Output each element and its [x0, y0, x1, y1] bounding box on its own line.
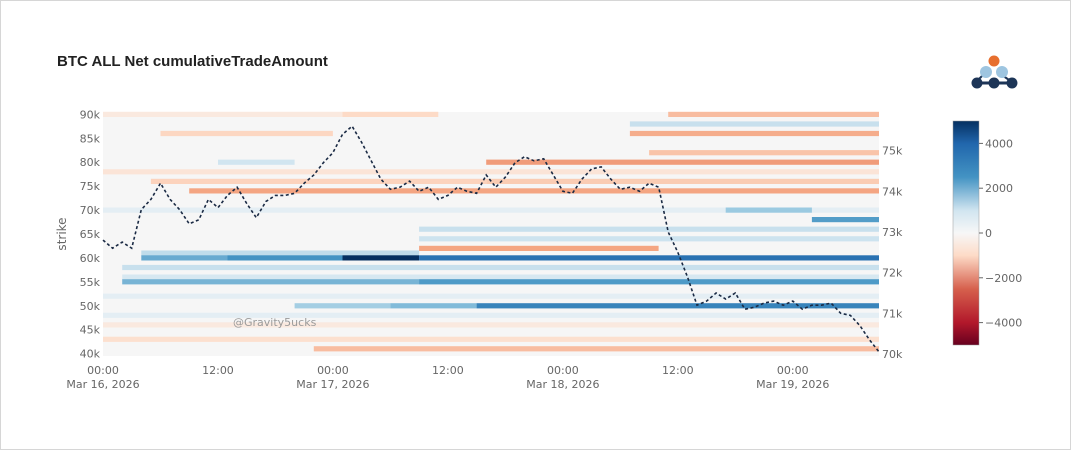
heatmap-cell [227, 255, 343, 261]
heatmap-cell [103, 207, 879, 213]
x-tick-label: 12:00 [202, 364, 234, 377]
x-tick-date-label: Mar 19, 2026 [756, 378, 829, 391]
colorbar-tick-label: −4000 [985, 317, 1022, 330]
y-tick-label: 55k [80, 276, 101, 289]
x-tick-label: 00:00 [87, 364, 119, 377]
x-tick-label: 12:00 [662, 364, 694, 377]
heatmap-cell [218, 159, 295, 165]
y-axis: 40k 45k 50k 55k 60k 65k 70k 75k 80k 85k 90k [80, 108, 101, 360]
colorbar-tick-label: −2000 [985, 272, 1022, 285]
y-tick-label: 70k [80, 204, 101, 217]
y-tick-label: 40k [80, 348, 101, 361]
y-tick-label: 75k [80, 180, 101, 193]
x-tick-date-label: Mar 16, 2026 [66, 378, 139, 391]
x-tick-date-label: Mar 17, 2026 [296, 378, 369, 391]
y2-tick-label: 70k [882, 348, 903, 361]
x-tick-label: 00:00 [777, 364, 809, 377]
price-line [102, 124, 880, 353]
heatmap-cell [649, 150, 879, 156]
heatmap-cell [313, 346, 879, 352]
colorbar-tick-label: 2000 [985, 182, 1013, 195]
y-tick-label: 45k [80, 324, 101, 337]
brand-logo [971, 55, 1018, 89]
heatmap-cell [629, 130, 879, 137]
heatmap-cell [419, 245, 659, 251]
watermark-text: @Gravity5ucks [233, 316, 317, 329]
heatmap-cell [103, 336, 879, 342]
heatmap-cell [725, 207, 812, 213]
colorbar-tick-label: 0 [985, 227, 992, 240]
y2-tick-label: 75k [882, 145, 903, 158]
heatmap-cell [160, 130, 333, 137]
heatmap-cell [419, 279, 879, 285]
plot-background [103, 112, 879, 356]
y2-tick-label: 74k [882, 185, 903, 198]
y2-tick-label: 73k [882, 226, 903, 239]
y2-tick-label: 71k [882, 307, 903, 320]
y-tick-label: 50k [80, 300, 101, 313]
y-tick-label: 60k [80, 252, 101, 265]
colorbar-ticks: 4000 2000 0 −2000 −4000 [979, 137, 1022, 330]
heatmap-cell [150, 178, 487, 184]
y-tick-label: 65k [80, 228, 101, 241]
heatmap-cell [103, 169, 879, 175]
heatmap-cell [141, 255, 228, 261]
y-tick-label: 85k [80, 132, 101, 145]
heatmap-cell [103, 312, 879, 318]
heatmap-cell [103, 322, 879, 328]
heatmap-cell [294, 303, 391, 309]
heatmap-cell [122, 264, 879, 271]
heatmap-cell [629, 121, 879, 127]
chart-title: BTC ALL Net cumulativeTradeAmount [57, 53, 328, 70]
y2-tick-label: 72k [882, 267, 903, 280]
heatmap-cell [342, 255, 420, 261]
y2-axis: 70k 71k 72k 73k 74k 75k [882, 145, 903, 361]
heatmap-cell [103, 293, 879, 299]
heatmap-cell [122, 279, 420, 285]
y-axis-title: strike [55, 217, 69, 250]
colorbar-tick-label: 4000 [985, 137, 1013, 150]
heatmap-layer [103, 111, 879, 352]
heatmap-cell [476, 303, 879, 309]
heatmap-cell [486, 178, 879, 184]
x-tick-label: 00:00 [547, 364, 579, 377]
heatmap-cell [122, 274, 879, 280]
heatmap-cell [189, 188, 879, 194]
heatmap-cell [811, 217, 879, 223]
heatmap-cell [668, 111, 879, 117]
y-tick-label: 90k [80, 108, 101, 121]
y-tick-label: 80k [80, 156, 101, 169]
x-tick-label: 00:00 [317, 364, 349, 377]
heatmap-cell [486, 159, 879, 165]
heatmap-cell [419, 226, 879, 232]
heatmap-cell [342, 111, 439, 117]
heatmap-cell [141, 250, 420, 256]
heatmap-cell [419, 236, 879, 242]
colorbar-gradient [952, 120, 980, 346]
x-tick-label: 12:00 [432, 364, 464, 377]
heatmap-cell [419, 255, 879, 261]
heatmap-cell [103, 111, 343, 117]
x-tick-date-label: Mar 18, 2026 [526, 378, 599, 391]
heatmap-cell [390, 303, 477, 309]
